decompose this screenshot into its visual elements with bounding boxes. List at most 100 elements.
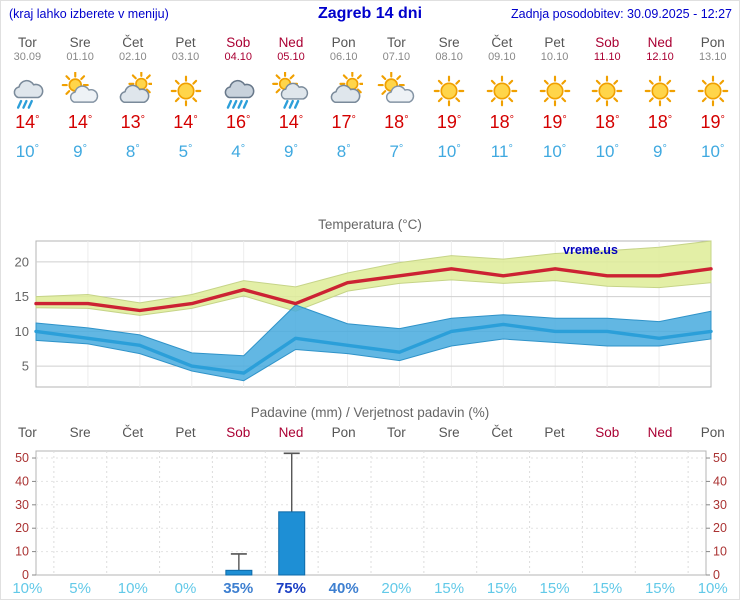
sunny-icon [588, 72, 626, 110]
precip-probability: 15% [644, 580, 675, 597]
svg-text:5: 5 [22, 359, 29, 374]
day-column[interactable]: Pet 10.10 19° 10° [528, 29, 581, 197]
svg-text:30: 30 [15, 498, 29, 512]
precip-day-label: Sob [595, 425, 620, 440]
high-temp: 13° [120, 112, 146, 132]
day-column[interactable]: Pon 06.10 17° 8° [317, 29, 370, 197]
sunny-icon [483, 72, 521, 110]
svg-text:20: 20 [15, 521, 29, 535]
precipitation-bar [278, 511, 306, 576]
partly-sunny-icon [61, 71, 99, 110]
precip-day-label: Sre [438, 425, 460, 440]
day-column[interactable]: Čet 02.10 13° 8° [106, 29, 159, 197]
menu-hint: (kraj lahko izberete v meniju) [9, 7, 169, 21]
high-temp: 19° [436, 112, 462, 132]
svg-text:0: 0 [713, 568, 720, 580]
day-column[interactable]: Sre 08.10 19° 10° [423, 29, 476, 197]
day-name: Sob [226, 35, 251, 50]
watermark-link[interactable]: vreme.us [563, 243, 618, 257]
high-temp: 17° [331, 112, 356, 132]
day-date: 09.10 [488, 51, 516, 63]
mostly-cloudy-icon [325, 70, 365, 110]
precipitation-chart: 0 0 10 10 20 20 30 30 40 40 50 50 [15, 450, 727, 580]
low-temp: 10° [542, 142, 567, 161]
sunny-icon [641, 72, 679, 110]
high-temp: 18° [647, 112, 673, 132]
high-temp: 16° [226, 112, 251, 132]
high-temp: 14° [278, 112, 304, 132]
day-column[interactable]: Sre 01.10 14° 9° [54, 29, 107, 197]
precip-day-label: Pet [175, 425, 196, 440]
high-temp: 18° [384, 112, 409, 132]
high-temp: 19° [700, 112, 725, 132]
page-title: Zagreb 14 dni [317, 5, 423, 22]
precip-day-label: Sob [226, 425, 251, 440]
day-name: Čet [122, 35, 144, 50]
precip-probability: 15% [486, 580, 517, 597]
heavy-rain-icon [219, 72, 257, 110]
precip-day-label: Čet [122, 425, 144, 440]
precip-probability: 0% [174, 580, 197, 597]
svg-text:0: 0 [22, 568, 29, 580]
day-date: 13.10 [698, 51, 727, 63]
day-date: 10.10 [540, 51, 569, 63]
precip-probability: 15% [539, 580, 570, 597]
day-column[interactable]: Tor 30.09 14° 10° [1, 29, 54, 197]
day-column[interactable]: Tor 07.10 18° 7° [370, 29, 423, 197]
precip-probability-row: 10% 5% 10% 0% 35% 75% 40% 20% 15% 15% 15% 15% 15% 10% [1, 580, 739, 597]
precip-probability: 15% [592, 580, 623, 597]
low-temp: 11° [490, 142, 513, 161]
day-date: 30.09 [13, 51, 42, 63]
day-column[interactable]: Čet 09.10 18° 11° [475, 29, 528, 197]
day-date: 12.10 [646, 51, 674, 63]
precip-day-label: Čet [491, 425, 513, 440]
precip-day-label: Ned [647, 425, 673, 440]
day-name: Pon [331, 35, 356, 50]
precip-day-label: Tor [387, 425, 406, 440]
svg-text:10: 10 [15, 545, 29, 559]
high-temp: 19° [542, 112, 567, 132]
day-date: 08.10 [435, 51, 463, 63]
mostly-cloudy-icon [114, 70, 155, 110]
sunny-icon [694, 72, 732, 110]
day-column[interactable]: Ned 12.10 18° 9° [634, 29, 687, 197]
precip-day-label: Tor [17, 425, 37, 440]
last-updated: Zadnja posodobitev: 30.09.2025 - 12:27 [510, 7, 732, 21]
day-date: 04.10 [224, 51, 252, 63]
day-column[interactable]: Sob 11.10 18° 10° [581, 29, 634, 197]
partly-sunny-icon [377, 71, 415, 110]
sunny-icon [167, 72, 205, 110]
precip-day-label: Ned [278, 425, 304, 440]
day-date: 05.10 [277, 51, 305, 63]
day-name: Ned [278, 35, 304, 50]
day-name: Čet [491, 35, 513, 50]
precip-probability: 10% [697, 580, 728, 597]
low-temp: 9° [653, 142, 667, 161]
low-temp: 7° [389, 142, 404, 161]
svg-text:20: 20 [15, 254, 29, 269]
low-temp: 10° [15, 142, 40, 161]
day-date: 11.10 [593, 51, 621, 63]
svg-text:15: 15 [15, 289, 29, 304]
day-name: Sre [69, 35, 91, 50]
low-temp: 8° [336, 142, 351, 161]
day-name: Sre [438, 35, 460, 50]
precip-probability: 15% [434, 580, 465, 597]
day-date: 01.10 [66, 51, 94, 63]
day-column[interactable]: Pon 13.10 19° 10° [686, 29, 739, 197]
svg-text:10: 10 [713, 545, 727, 559]
precip-day-label: Pet [544, 425, 565, 440]
day-name: Pet [544, 35, 565, 50]
high-temp: 18° [489, 112, 515, 132]
day-date: 03.10 [171, 51, 200, 63]
svg-text:10: 10 [15, 324, 29, 339]
precip-probability: 20% [381, 580, 412, 597]
temperature-chart: 5 10 15 20 vreme.us [15, 240, 713, 388]
day-column[interactable]: Sob 04.10 16° 4° [212, 29, 265, 197]
sunny-icon [536, 72, 574, 110]
precip-probability: 10% [12, 580, 43, 597]
forecast-strip: Tor 30.09 14° 10° Sre 01.10 14° 9° Čet 02.10 13° 8°… [1, 29, 739, 197]
day-column[interactable]: Ned 05.10 14° 9° [265, 29, 318, 197]
low-temp: 5° [178, 142, 193, 161]
day-column[interactable]: Pet 03.10 14° 5° [159, 29, 212, 197]
